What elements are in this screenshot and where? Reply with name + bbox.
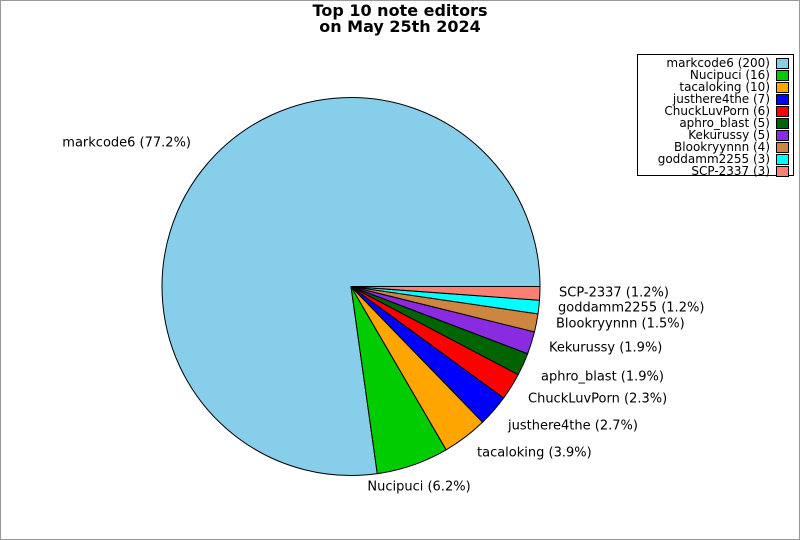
legend-label-tacaloking: tacaloking (10) [679,80,770,94]
legend-row-goddamm2255: goddamm2255 (3) [638,153,793,165]
legend: markcode6 (200) Nucipuci (16) tacaloking (… [637,54,794,177]
legend-swatch-SCP-2337 [776,165,789,177]
legend-label-markcode6: markcode6 (200) [666,56,770,70]
slice-label-Nucipuci: Nucipuci (6.2%) [367,479,471,495]
legend-swatch-markcode6 [776,57,789,69]
slice-label-ChuckLuvPorn: ChuckLuvPorn (2.3%) [528,391,668,407]
slice-label-SCP-2337: SCP-2337 (1.2%) [559,285,669,301]
legend-row-SCP-2337: SCP-2337 (3) [638,165,793,177]
slice-label-Kekurussy: Kekurussy (1.9%) [549,340,663,356]
legend-label-Blookryynnn: Blookryynnn (4) [674,140,770,154]
legend-swatch-goddamm2255 [776,153,789,165]
legend-swatch-Blookryynnn [776,141,789,153]
legend-row-justhere4the: justhere4the (7) [638,93,793,105]
chart-title: Top 10 note editors on May 25th 2024 [1,3,799,35]
legend-label-ChuckLuvPorn: ChuckLuvPorn (6) [664,104,770,118]
legend-row-Kekurussy: Kekurussy (5) [638,129,793,141]
slice-label-goddamm2255: goddamm2255 (1.2%) [558,300,705,316]
legend-label-SCP-2337: SCP-2337 (3) [691,164,770,178]
legend-swatch-ChuckLuvPorn [776,105,789,117]
legend-swatch-Kekurussy [776,129,789,141]
chart-title-line1: Top 10 note editors [312,1,488,20]
legend-swatch-tacaloking [776,81,789,93]
slice-label-tacaloking: tacaloking (3.9%) [477,445,592,461]
legend-label-Nucipuci: Nucipuci (16) [689,68,770,82]
legend-row-markcode6: markcode6 (200) [638,57,793,69]
legend-swatch-justhere4the [776,93,789,105]
legend-label-justhere4the: justhere4the (7) [672,92,770,106]
slice-label-aphro_blast: aphro_blast (1.9%) [541,369,664,385]
chart-title-line2: on May 25th 2024 [319,17,481,36]
legend-row-Nucipuci: Nucipuci (16) [638,69,793,81]
legend-swatch-Nucipuci [776,69,789,81]
slice-label-markcode6: markcode6 (77.2%) [62,135,191,151]
legend-row-Blookryynnn: Blookryynnn (4) [638,141,793,153]
pie-slice-SCP-2337 [350,286,541,301]
legend-row-ChuckLuvPorn: ChuckLuvPorn (6) [638,105,793,117]
legend-row-tacaloking: tacaloking (10) [638,81,793,93]
slice-label-Blookryynnn: Blookryynnn (1.5%) [556,316,685,332]
legend-label-goddamm2255: goddamm2255 (3) [657,152,770,166]
legend-swatch-aphro_blast [776,117,789,129]
legend-row-aphro_blast: aphro_blast (5) [638,117,793,129]
slice-label-justhere4the: justhere4the (2.7%) [508,418,638,434]
legend-label-aphro_blast: aphro_blast (5) [679,116,770,130]
legend-label-Kekurussy: Kekurussy (5) [688,128,770,142]
